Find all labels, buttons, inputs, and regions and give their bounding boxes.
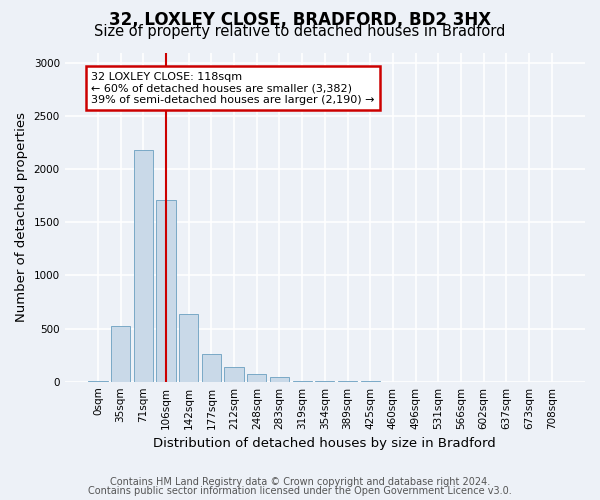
X-axis label: Distribution of detached houses by size in Bradford: Distribution of detached houses by size …	[154, 437, 496, 450]
Bar	[270, 378, 289, 382]
Text: 32, LOXLEY CLOSE, BRADFORD, BD2 3HX: 32, LOXLEY CLOSE, BRADFORD, BD2 3HX	[109, 11, 491, 29]
Bar	[293, 380, 312, 382]
Bar	[88, 380, 107, 382]
Bar	[157, 200, 176, 382]
Text: Contains HM Land Registry data © Crown copyright and database right 2024.: Contains HM Land Registry data © Crown c…	[110, 477, 490, 487]
Bar	[224, 367, 244, 382]
Text: Size of property relative to detached houses in Bradford: Size of property relative to detached ho…	[94, 24, 506, 39]
Bar	[202, 354, 221, 382]
Bar	[134, 150, 153, 382]
Y-axis label: Number of detached properties: Number of detached properties	[15, 112, 28, 322]
Bar	[179, 314, 199, 382]
Text: Contains public sector information licensed under the Open Government Licence v3: Contains public sector information licen…	[88, 486, 512, 496]
Bar	[315, 381, 334, 382]
Text: 32 LOXLEY CLOSE: 118sqm
← 60% of detached houses are smaller (3,382)
39% of semi: 32 LOXLEY CLOSE: 118sqm ← 60% of detache…	[91, 72, 374, 105]
Bar	[111, 326, 130, 382]
Bar	[247, 374, 266, 382]
